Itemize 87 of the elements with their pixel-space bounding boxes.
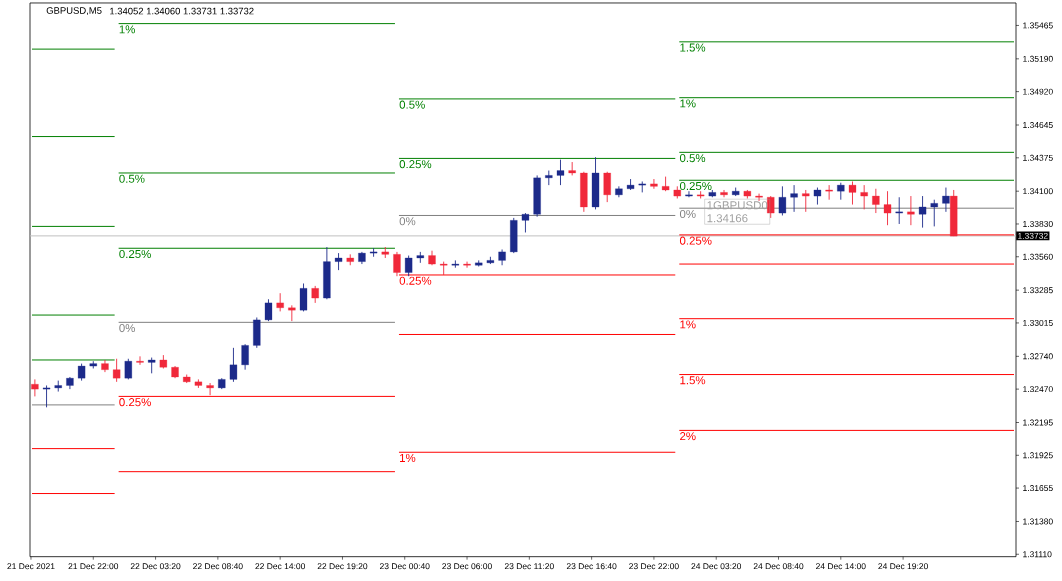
x-tick-label: 23 Dec 06:00 bbox=[442, 563, 492, 570]
series-label: 1% bbox=[400, 453, 416, 462]
y-tick-label: 1.35465 bbox=[1023, 22, 1053, 29]
y-tick-label: 1.31655 bbox=[1023, 485, 1053, 492]
candlestick bbox=[112, 358, 121, 383]
series-label: 2% bbox=[680, 432, 696, 441]
candlestick bbox=[942, 187, 950, 213]
candlestick bbox=[883, 190, 892, 226]
chart-subtitle: 1.34052 1.34060 1.33731 1.33732 bbox=[110, 7, 254, 15]
candlestick bbox=[790, 184, 798, 213]
chart-title: GBPUSD,M5 bbox=[46, 7, 102, 16]
ref-line-label: 1.33732 bbox=[1018, 232, 1048, 239]
series-label: 1% bbox=[680, 320, 696, 329]
y-tick-label: 1.31925 bbox=[1023, 452, 1053, 459]
candlestick bbox=[650, 178, 658, 190]
x-tick-label: 22 Dec 08:40 bbox=[193, 563, 243, 570]
x-tick-label: 23 Dec 00:40 bbox=[379, 563, 430, 570]
y-tick-label: 1.32740 bbox=[1023, 353, 1053, 360]
candlestick bbox=[206, 382, 214, 396]
x-tick-label: 22 Dec 19:20 bbox=[317, 563, 368, 570]
series-label: 0.25% bbox=[679, 236, 712, 245]
candlestick bbox=[825, 184, 833, 201]
candlestick bbox=[229, 347, 238, 383]
candlestick bbox=[393, 251, 401, 277]
x-tick-label: 24 Dec 14:00 bbox=[816, 563, 866, 570]
series-label: 0.5% bbox=[679, 154, 706, 163]
candlestick bbox=[31, 378, 39, 397]
candlestick bbox=[521, 212, 530, 233]
series-label: 0.25% bbox=[399, 276, 432, 285]
series-label: 1.5% bbox=[680, 43, 706, 52]
candlestick bbox=[276, 292, 284, 312]
candlestick bbox=[802, 189, 810, 213]
candlestick bbox=[907, 195, 915, 226]
candlestick bbox=[463, 261, 471, 269]
y-tick-label: 1.32195 bbox=[1023, 419, 1053, 426]
x-tick-label: 21 Dec 2021 bbox=[7, 563, 55, 570]
y-tick-label: 1.34645 bbox=[1023, 122, 1053, 129]
x-tick-label: 23 Dec 22:00 bbox=[629, 563, 679, 570]
series-label: 0.25% bbox=[119, 398, 151, 407]
x-tick-label: 23 Dec 16:40 bbox=[566, 563, 617, 570]
y-tick-label: 1.32470 bbox=[1023, 386, 1053, 393]
candlestick bbox=[720, 189, 728, 198]
candlestick bbox=[556, 159, 565, 186]
candlestick bbox=[241, 343, 249, 371]
series-label: 0.25% bbox=[679, 181, 712, 191]
x-tick-label: 24 Dec 19:20 bbox=[878, 563, 928, 570]
series-label: 0.25% bbox=[399, 160, 432, 169]
annotation: 1.34166 bbox=[707, 214, 748, 223]
y-tick-label: 1.33830 bbox=[1023, 220, 1053, 227]
candlestick bbox=[778, 185, 787, 216]
y-tick-label: 1.33015 bbox=[1023, 319, 1053, 326]
candlestick bbox=[918, 195, 927, 229]
y-tick-label: 1.35190 bbox=[1023, 55, 1053, 62]
series-label: 0% bbox=[679, 209, 696, 218]
y-tick-label: 1.33560 bbox=[1023, 253, 1053, 260]
series-label: 1% bbox=[119, 25, 135, 34]
series-label: 0% bbox=[399, 217, 416, 226]
y-tick-label: 1.34375 bbox=[1023, 154, 1053, 161]
series-label: 0.5% bbox=[119, 174, 145, 183]
x-tick-label: 22 Dec 14:00 bbox=[255, 563, 305, 570]
y-tick-label: 1.31380 bbox=[1023, 518, 1053, 525]
series-label: 0.5% bbox=[399, 100, 425, 109]
y-tick-label: 1.33285 bbox=[1023, 287, 1053, 294]
candlestick bbox=[895, 196, 903, 225]
series-label: 0.25% bbox=[119, 249, 151, 259]
candlestick bbox=[930, 199, 938, 227]
candlestick bbox=[101, 359, 109, 373]
x-tick-label: 22 Dec 03:20 bbox=[130, 563, 181, 570]
series-label: 0% bbox=[119, 324, 135, 333]
series-label: 1% bbox=[680, 99, 696, 108]
x-tick-label: 24 Dec 03:20 bbox=[691, 563, 742, 570]
candlestick bbox=[685, 190, 693, 198]
series-label: 1.5% bbox=[680, 376, 706, 385]
x-tick-label: 23 Dec 11:20 bbox=[504, 563, 554, 570]
candlestick bbox=[299, 283, 308, 312]
candlestick bbox=[860, 184, 868, 210]
x-tick-label: 21 Dec 22:00 bbox=[68, 563, 119, 570]
y-tick-label: 1.34920 bbox=[1023, 88, 1053, 95]
candlestick bbox=[872, 188, 880, 214]
candlestick bbox=[404, 255, 413, 277]
candlestick bbox=[603, 171, 611, 203]
x-tick-label: 24 Dec 08:40 bbox=[753, 563, 804, 570]
candlestick bbox=[42, 385, 51, 408]
candlestick bbox=[848, 181, 857, 205]
candlestick bbox=[136, 355, 144, 366]
y-tick-label: 1.34100 bbox=[1023, 188, 1053, 195]
y-tick-label: 1.31110 bbox=[1023, 551, 1052, 558]
